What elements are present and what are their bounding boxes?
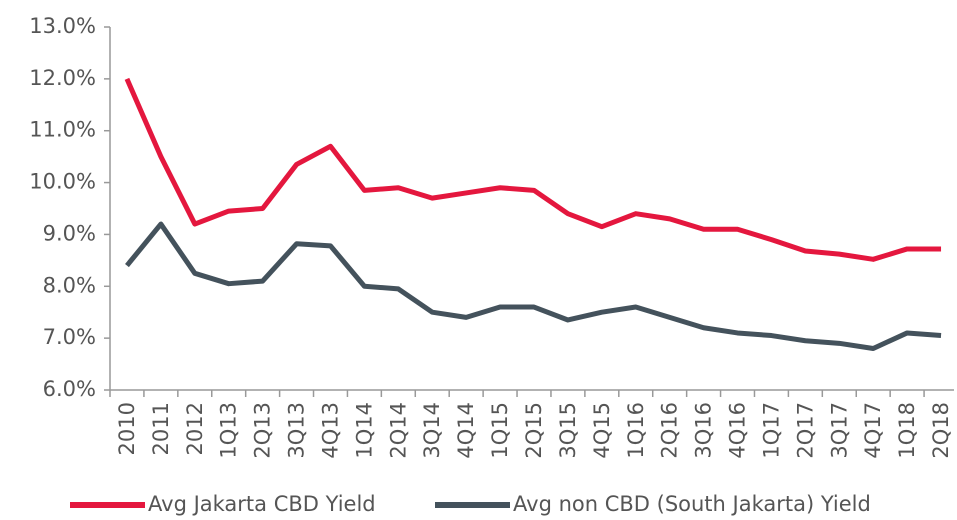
y-tick-label: 12.0% bbox=[29, 66, 96, 90]
y-tick-label: 8.0% bbox=[43, 273, 96, 297]
x-tick-label: 1Q17 bbox=[759, 402, 783, 459]
x-tick-label: 1Q16 bbox=[624, 402, 648, 459]
x-tick-label: 1Q15 bbox=[488, 402, 512, 459]
legend-label: Avg non CBD (South Jakarta) Yield bbox=[513, 492, 871, 516]
y-tick-label: 9.0% bbox=[43, 221, 96, 245]
x-tick-label: 4Q13 bbox=[318, 402, 342, 459]
x-tick-label: 4Q17 bbox=[861, 402, 885, 459]
x-tick-label: 2011 bbox=[149, 402, 173, 455]
series-line bbox=[124, 77, 942, 262]
series-line bbox=[125, 221, 942, 352]
x-tick-label: 1Q18 bbox=[895, 402, 919, 459]
x-tick-label: 2010 bbox=[115, 402, 139, 455]
y-tick-label: 11.0% bbox=[29, 118, 96, 142]
x-tick-label: 4Q15 bbox=[590, 402, 614, 459]
x-tick-label: 3Q16 bbox=[692, 402, 716, 459]
y-tick-label: 10.0% bbox=[29, 170, 96, 194]
x-tick-label: 3Q17 bbox=[827, 402, 851, 459]
y-tick-label: 13.0% bbox=[29, 14, 96, 38]
x-tick-label: 4Q14 bbox=[454, 402, 478, 459]
y-tick-label: 6.0% bbox=[43, 377, 96, 401]
x-tick-label: 3Q15 bbox=[556, 402, 580, 459]
x-tick-label: 3Q14 bbox=[420, 402, 444, 459]
x-tick-label: 2Q13 bbox=[251, 402, 275, 459]
legend-label: Avg Jakarta CBD Yield bbox=[148, 492, 376, 516]
x-tick-label: 2Q16 bbox=[658, 402, 682, 459]
x-tick-label: 4Q16 bbox=[726, 402, 750, 459]
x-tick-label: 2Q17 bbox=[793, 402, 817, 459]
x-tick-label: 2012 bbox=[183, 402, 207, 455]
x-tick-label: 3Q13 bbox=[285, 402, 309, 459]
x-tick-label: 2Q18 bbox=[929, 402, 953, 459]
x-tick-label: 1Q13 bbox=[217, 402, 241, 459]
x-tick-label: 1Q14 bbox=[352, 402, 376, 459]
x-tick-label: 2Q15 bbox=[522, 402, 546, 459]
x-tick-label: 2Q14 bbox=[386, 402, 410, 459]
y-tick-label: 7.0% bbox=[43, 325, 96, 349]
